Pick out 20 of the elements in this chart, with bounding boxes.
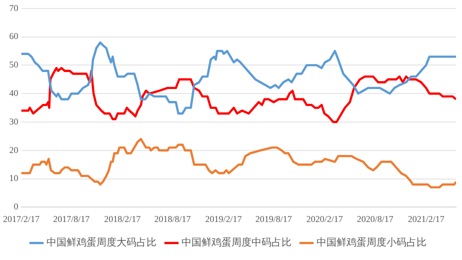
- x-tick-label: 2019/2/17: [205, 214, 242, 224]
- y-tick-label: 20: [9, 144, 19, 155]
- x-tick-label: 2020/2/17: [306, 214, 344, 224]
- y-tick-label: 70: [9, 2, 19, 13]
- y-tick-label: 0: [14, 202, 19, 212]
- x-tick-label: 2018/8/17: [154, 214, 192, 224]
- x-tick-label: 2017/8/17: [53, 214, 90, 224]
- y-tick-label: 50: [9, 60, 19, 70]
- y-tick-label: 40: [9, 88, 19, 98]
- legend-label: 中国鲜鸡蛋周度大码占比: [46, 236, 156, 249]
- y-tick-label: 60: [9, 31, 19, 42]
- x-tick-label: 2020/8/17: [356, 214, 394, 224]
- legend-label: 中国鲜鸡蛋周度小码占比: [316, 236, 426, 249]
- x-tick-label: 2019/8/17: [255, 214, 292, 224]
- x-tick-label: 2017/2/17: [2, 214, 40, 224]
- legend-label: 中国鲜鸡蛋周度中码占比: [182, 236, 292, 249]
- y-tick-label: 30: [9, 116, 19, 126]
- x-tick-label: 2021/2/17: [408, 214, 445, 224]
- x-tick-label: 2018/2/17: [104, 214, 142, 224]
- y-tick-label: 10: [9, 173, 19, 184]
